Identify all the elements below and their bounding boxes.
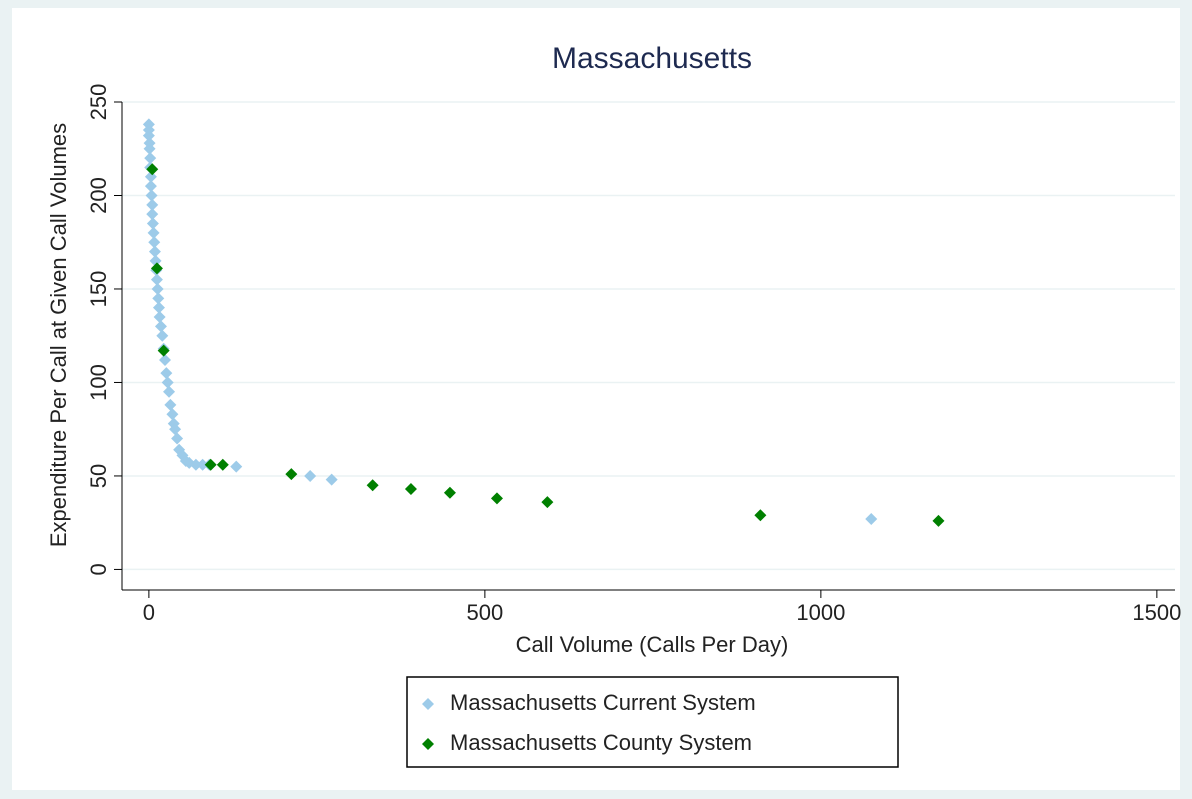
point xyxy=(146,208,159,221)
y-tick-label: 250 xyxy=(86,84,111,121)
y-tick-label: 100 xyxy=(86,364,111,401)
point xyxy=(144,170,157,183)
legend-marker xyxy=(422,698,434,710)
point xyxy=(147,226,160,239)
legend-marker xyxy=(422,738,434,750)
point xyxy=(932,514,945,527)
point xyxy=(154,320,167,333)
point xyxy=(189,458,202,471)
y-tick-label: 200 xyxy=(86,177,111,214)
point xyxy=(145,189,158,202)
y-tick-label: 150 xyxy=(86,271,111,308)
point xyxy=(404,483,417,496)
x-tick-label: 500 xyxy=(467,600,504,625)
point xyxy=(146,163,159,176)
y-axis-label: Expenditure Per Call at Given Call Volum… xyxy=(46,123,71,547)
point xyxy=(166,408,179,421)
legend-label: Massachusetts Current System xyxy=(450,690,756,715)
point xyxy=(366,479,379,492)
point xyxy=(285,468,298,481)
point xyxy=(163,385,176,398)
point xyxy=(152,301,165,314)
plot-background xyxy=(12,8,1180,790)
point xyxy=(230,460,243,473)
point xyxy=(146,198,159,211)
legend-label: Massachusetts County System xyxy=(450,730,752,755)
point xyxy=(171,432,184,445)
point xyxy=(325,473,338,486)
point xyxy=(146,217,159,230)
x-tick-label: 1000 xyxy=(796,600,845,625)
chart-title: Massachusetts xyxy=(552,42,752,75)
point xyxy=(144,152,157,165)
point xyxy=(443,486,456,499)
point xyxy=(161,376,174,389)
point xyxy=(490,492,503,505)
point xyxy=(865,512,878,525)
point xyxy=(152,292,165,305)
point xyxy=(150,262,163,275)
point xyxy=(304,469,317,482)
point xyxy=(196,458,209,471)
point xyxy=(754,509,767,522)
point xyxy=(156,329,169,342)
point xyxy=(153,311,166,324)
x-axis-label: Call Volume (Calls Per Day) xyxy=(516,632,789,657)
point xyxy=(149,254,162,267)
point xyxy=(160,367,173,380)
y-tick-label: 0 xyxy=(86,563,111,575)
point xyxy=(150,273,163,286)
point xyxy=(143,142,156,155)
point xyxy=(144,180,157,193)
point xyxy=(159,354,172,367)
point xyxy=(216,458,229,471)
x-tick-label: 1500 xyxy=(1132,600,1181,625)
point xyxy=(204,458,217,471)
legend-box xyxy=(406,676,899,768)
point xyxy=(148,245,161,258)
y-tick-label: 50 xyxy=(86,464,111,488)
point xyxy=(148,236,161,249)
point xyxy=(157,344,170,357)
point xyxy=(164,398,177,411)
point xyxy=(142,129,155,142)
point xyxy=(169,423,182,436)
point xyxy=(151,282,164,295)
point xyxy=(541,496,554,509)
x-tick-label: 0 xyxy=(143,600,155,625)
